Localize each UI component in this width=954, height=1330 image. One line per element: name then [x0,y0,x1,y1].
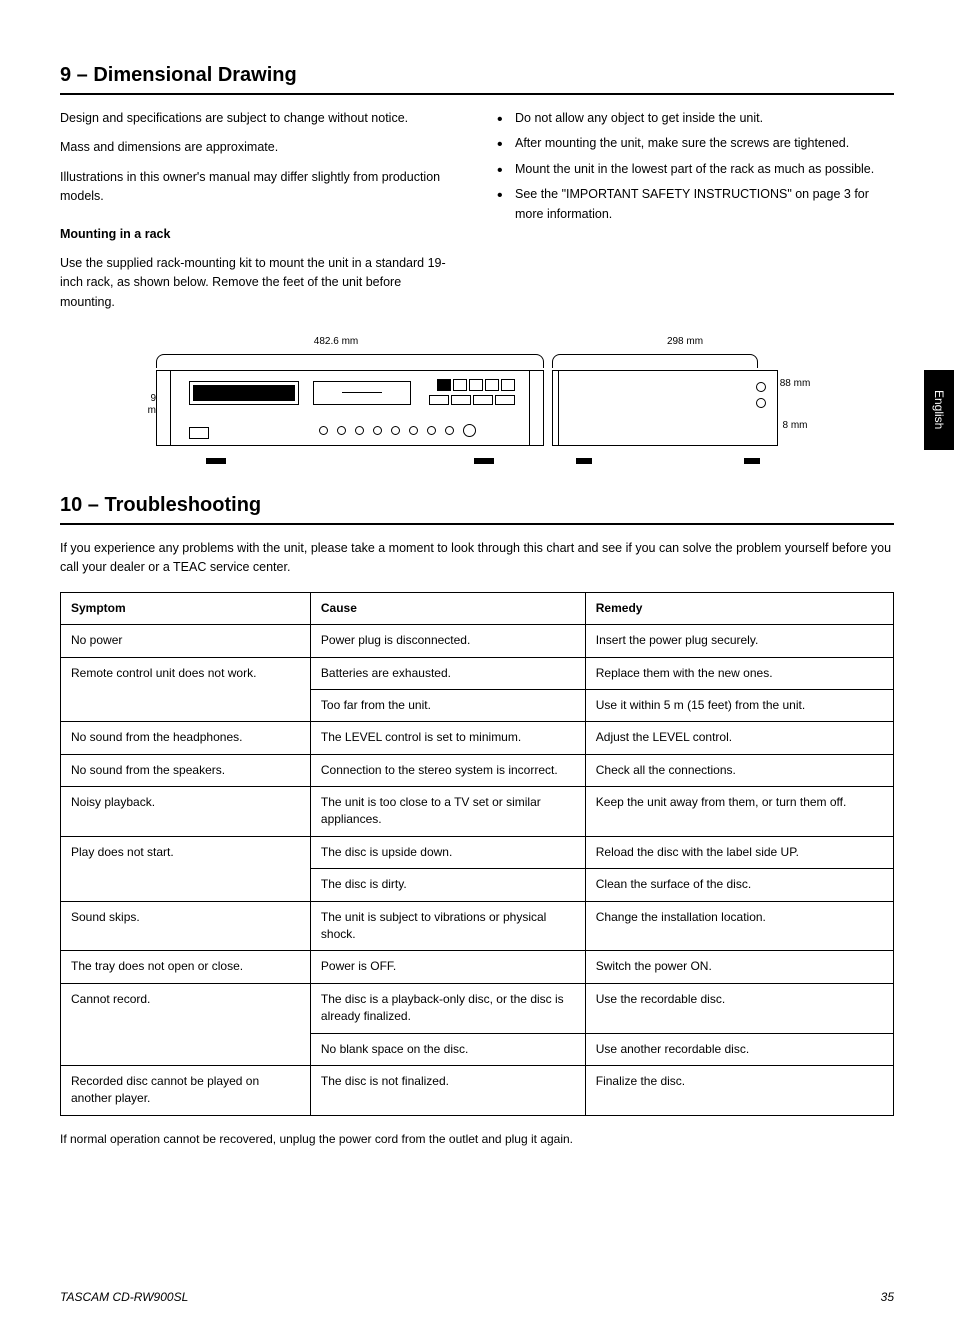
cell-remedy: Use it within 5 m (15 feet) from the uni… [585,689,893,721]
section-9-columns: Design and specifications are subject to… [60,109,894,322]
table-row: The tray does not open or close.Power is… [61,951,894,983]
dim-side-heights: 88 mm 8 mm [778,352,812,458]
dimensional-diagram: 482.6 mm 94 mm [60,336,894,458]
cell-cause: The LEVEL control is set to minimum. [310,722,585,754]
cell-cause: Connection to the stereo system is incor… [310,754,585,786]
cell-cause: The disc is upside down. [310,836,585,868]
dim-width: 482.6 mm [156,336,516,348]
cell-symptom: Cannot record. [61,983,311,1065]
cell-cause: Power plug is disconnected. [310,625,585,657]
cell-cause: Too far from the unit. [310,689,585,721]
cell-cause: The disc is a playback-only disc, or the… [310,983,585,1033]
cell-symptom: The tray does not open or close. [61,951,311,983]
section-9-title: 9 – Dimensional Drawing [60,64,894,87]
side-face [558,352,778,458]
cell-remedy: Finalize the disc. [585,1066,893,1116]
cell-cause: The unit is too close to a TV set or sim… [310,787,585,837]
front-face [170,352,530,458]
cell-cause: The disc is not finalized. [310,1066,585,1116]
cell-remedy: Switch the power ON. [585,951,893,983]
cell-symptom: Recorded disc cannot be played on anothe… [61,1066,311,1116]
mounting-heading: Mounting in a rack [60,227,170,241]
cell-cause: Batteries are exhausted. [310,657,585,689]
col-left: Design and specifications are subject to… [60,109,457,322]
table-row: Noisy playback.The unit is too close to … [61,787,894,837]
cell-cause: Power is OFF. [310,951,585,983]
troubleshoot-table: Symptom Cause Remedy No powerPower plug … [60,592,894,1116]
bullet-1: Do not allow any object to get inside th… [497,109,894,128]
note-mass: Mass and dimensions are approximate. [60,138,457,157]
section-10-title: 10 – Troubleshooting [60,494,894,517]
page: English 9 – Dimensional Drawing Design a… [0,0,954,1330]
table-head-row: Symptom Cause Remedy [61,592,894,624]
cell-symptom: No sound from the headphones. [61,722,311,754]
troubleshoot-intro: If you experience any problems with the … [60,539,894,578]
bullet-2: After mounting the unit, make sure the s… [497,134,894,153]
bullet-3: Mount the unit in the lowest part of the… [497,160,894,179]
table-row: Recorded disc cannot be played on anothe… [61,1066,894,1116]
table-row: Sound skips.The unit is subject to vibra… [61,901,894,951]
cell-remedy: Insert the power plug securely. [585,625,893,657]
cell-remedy: Reload the disc with the label side UP. [585,836,893,868]
page-footer: TASCAM CD-RW900SL 35 [60,1290,894,1304]
cell-symptom: Sound skips. [61,901,311,951]
table-row: No powerPower plug is disconnected.Inser… [61,625,894,657]
cell-cause: No blank space on the disc. [310,1033,585,1065]
section-9-rule [60,93,894,95]
cell-symptom: No power [61,625,311,657]
cell-remedy: Clean the surface of the disc. [585,869,893,901]
dim-depth: 298 mm [575,336,795,348]
footer-model: TASCAM CD-RW900SL [60,1290,188,1304]
cell-cause: The unit is subject to vibrations or phy… [310,901,585,951]
cell-cause: The disc is dirty. [310,869,585,901]
cell-remedy: Use another recordable disc. [585,1033,893,1065]
table-row: No sound from the speakers.Connection to… [61,754,894,786]
front-view: 482.6 mm 94 mm [142,336,530,458]
cell-remedy: Change the installation location. [585,901,893,951]
side-view: 298 mm 88 mm 8 mm [558,336,812,458]
table-row: Cannot record.The disc is a playback-onl… [61,983,894,1033]
troubleshoot-note: If normal operation cannot be recovered,… [60,1130,894,1149]
table-row: Play does not start.The disc is upside d… [61,836,894,868]
note-change: Design and specifications are subject to… [60,109,457,128]
table-row: No sound from the headphones.The LEVEL c… [61,722,894,754]
footer-page-no: 35 [881,1290,894,1304]
cell-symptom: Play does not start. [61,836,311,901]
cell-remedy: Replace them with the new ones. [585,657,893,689]
cell-symptom: Remote control unit does not work. [61,657,311,722]
cell-symptom: No sound from the speakers. [61,754,311,786]
cell-symptom: Noisy playback. [61,787,311,837]
section-10-rule [60,523,894,525]
language-tab: English [924,370,954,450]
th-cause: Cause [310,592,585,624]
mounting-text: Use the supplied rack-mounting kit to mo… [60,254,457,312]
col-right: Do not allow any object to get inside th… [497,109,894,322]
cell-remedy: Keep the unit away from them, or turn th… [585,787,893,837]
cell-remedy: Adjust the LEVEL control. [585,722,893,754]
th-symptom: Symptom [61,592,311,624]
precautions-list: Do not allow any object to get inside th… [497,109,894,224]
cell-remedy: Check all the connections. [585,754,893,786]
table-row: Remote control unit does not work.Batter… [61,657,894,689]
bullet-4: See the "IMPORTANT SAFETY INSTRUCTIONS" … [497,185,894,224]
th-remedy: Remedy [585,592,893,624]
cell-remedy: Use the recordable disc. [585,983,893,1033]
note-illustrations: Illustrations in this owner's manual may… [60,168,457,207]
section-10: 10 – Troubleshooting If you experience a… [60,494,894,1148]
